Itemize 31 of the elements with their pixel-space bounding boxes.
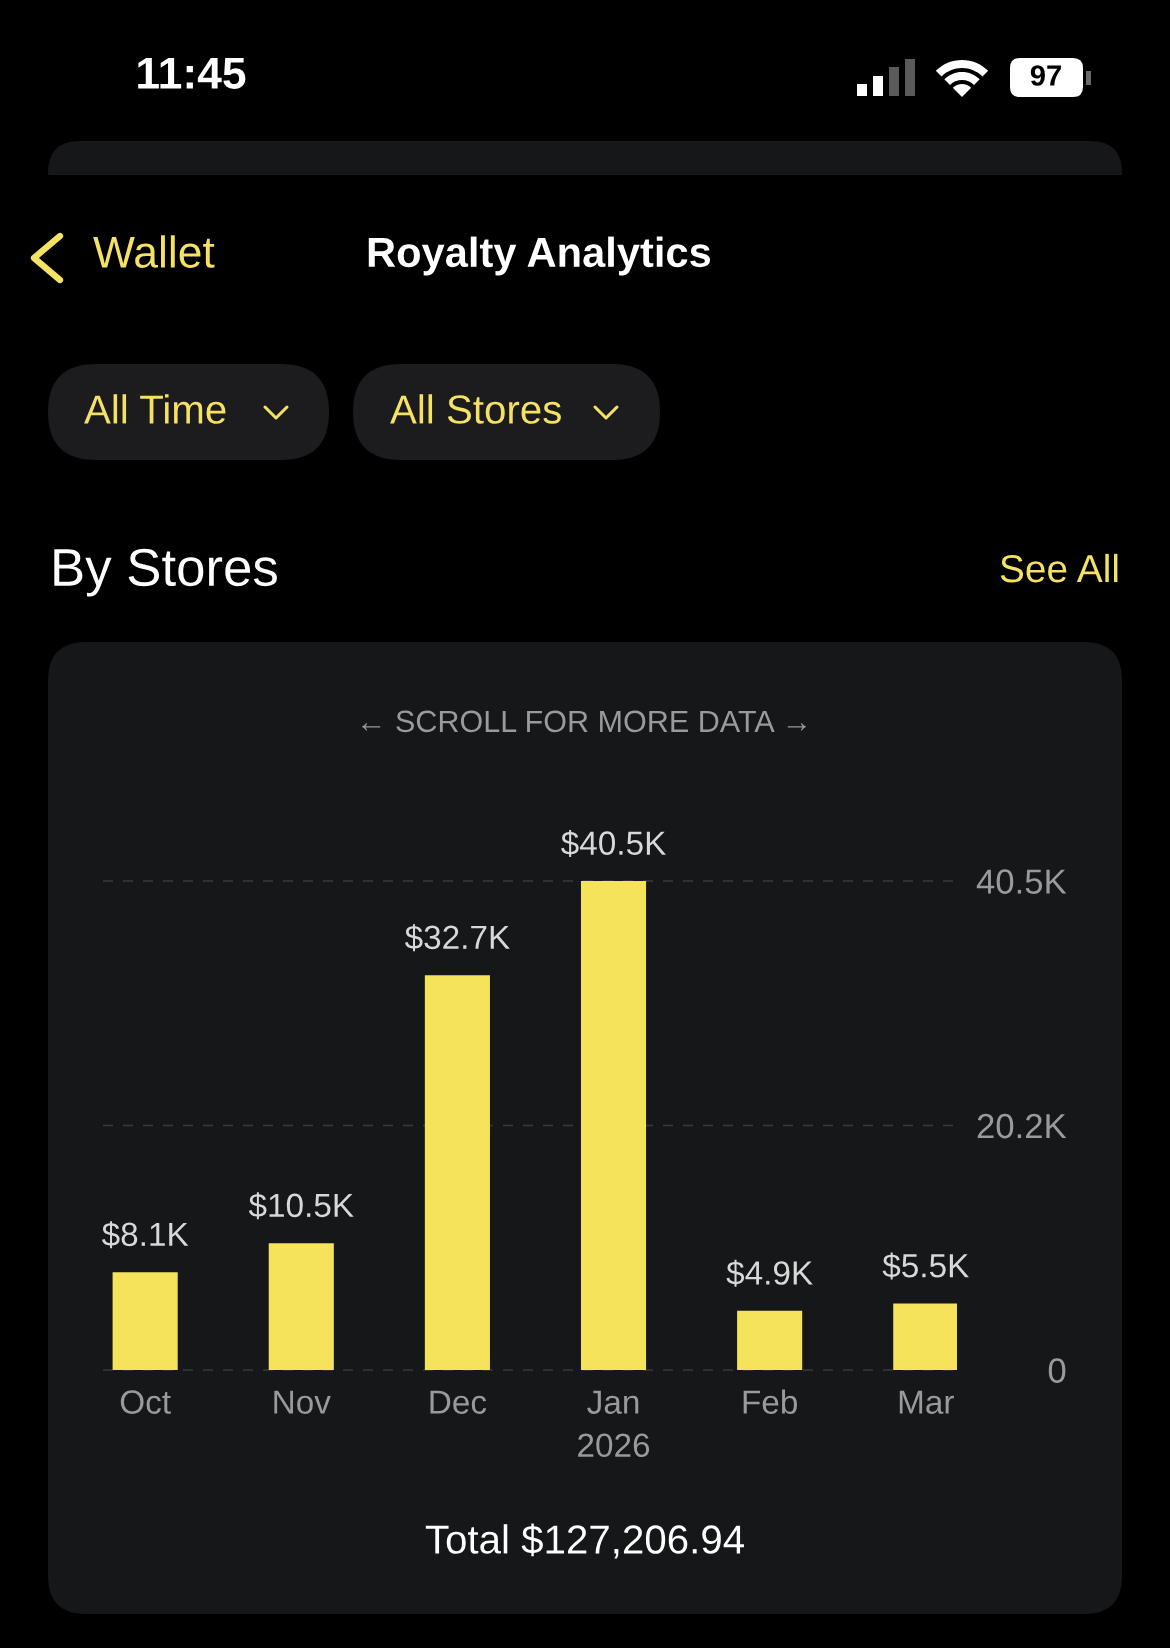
x-tick-label: Jan 2026 — [578, 1390, 650, 1458]
y-tick-label: 0 — [1048, 1358, 1066, 1383]
data-label: $40.5K — [561, 829, 666, 857]
y-tick-label: 40.5K — [976, 869, 1067, 894]
x-tick-label: Dec — [430, 1390, 487, 1414]
x-tick-label: Mar — [899, 1390, 954, 1414]
text: All Stores — [390, 394, 561, 424]
data-label: $32.7K — [404, 924, 510, 952]
data-label: $8.1K — [101, 1221, 189, 1249]
bar — [580, 881, 647, 1370]
bar — [268, 1243, 334, 1370]
y-tick-label: 20.2K — [977, 1113, 1067, 1139]
text: All Time — [84, 394, 226, 424]
data-label: $5.5K — [882, 1252, 969, 1280]
bar — [893, 1303, 957, 1370]
x-tick-label: Oct — [120, 1390, 171, 1414]
x-tick-label: Nov — [274, 1390, 331, 1414]
text: Wallet — [93, 235, 215, 268]
bar — [112, 1272, 178, 1370]
text: ← SCROLL FOR MORE DATA → — [362, 710, 806, 733]
text: See All — [1000, 553, 1118, 583]
x-tick-label: Feb — [743, 1389, 797, 1414]
bar — [424, 975, 490, 1370]
data-label: $4.9K — [726, 1259, 813, 1287]
text: 97 — [1030, 65, 1061, 86]
chart-subtitle: By Stores — [54, 548, 277, 597]
text: 11:45 — [138, 57, 246, 89]
bar — [737, 1310, 803, 1370]
chart-title: Royalty Analytics — [368, 236, 711, 276]
text: Total $127,206.94 — [425, 1523, 744, 1559]
data-label: $10.5K — [248, 1192, 354, 1220]
